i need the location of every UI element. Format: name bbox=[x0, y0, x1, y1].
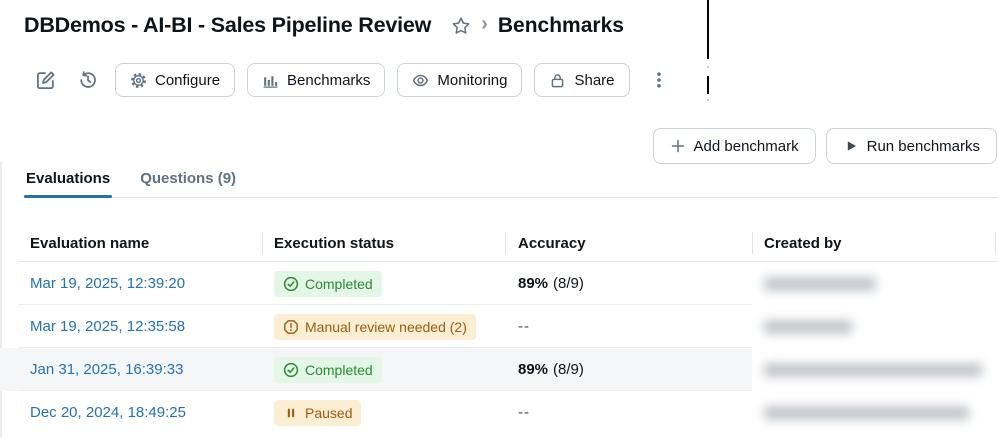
share-button[interactable]: Share bbox=[534, 63, 630, 97]
check-circle-icon bbox=[283, 362, 299, 377]
panel-left-edge bbox=[0, 162, 2, 438]
column-header-accuracy: Accuracy bbox=[505, 224, 752, 262]
status-label: Paused bbox=[305, 404, 353, 421]
accuracy-value: 89% (8/9) bbox=[518, 275, 584, 292]
crop-artifact-line bbox=[707, 0, 709, 59]
tab-questions[interactable]: Questions (9) bbox=[140, 170, 237, 187]
tab-evaluations[interactable]: Evaluations bbox=[24, 170, 113, 198]
configure-label: Configure bbox=[155, 71, 221, 89]
status-badge: Completed bbox=[274, 270, 382, 297]
add-benchmark-button[interactable]: Add benchmark bbox=[652, 128, 816, 164]
evaluation-link[interactable]: Jan 31, 2025, 16:39:33 bbox=[30, 361, 184, 378]
toolbar: Configure Benchmarks Monitoring bbox=[36, 63, 668, 97]
crop-artifact-speck bbox=[707, 66, 709, 68]
accuracy-value: 89% (8/9) bbox=[518, 361, 584, 378]
column-header-created-by: Created by bbox=[752, 224, 998, 262]
breadcrumb-current: Benchmarks bbox=[497, 13, 624, 37]
lock-icon bbox=[552, 73, 564, 87]
play-icon bbox=[847, 141, 856, 151]
bar-chart-icon bbox=[263, 75, 278, 88]
breadcrumb-chevron-icon: › bbox=[481, 13, 488, 35]
status-label: Manual review needed (2) bbox=[305, 318, 467, 335]
evaluation-link[interactable]: Dec 20, 2024, 18:49:25 bbox=[30, 404, 186, 421]
created-by-redacted bbox=[764, 319, 852, 334]
alert-octagon-icon bbox=[284, 319, 298, 334]
table-header: Evaluation name Execution status Accurac… bbox=[0, 224, 998, 262]
benchmark-actions: Add benchmark Run benchmarks bbox=[652, 128, 997, 164]
share-label: Share bbox=[574, 71, 615, 89]
created-by-redacted bbox=[764, 362, 982, 377]
page-title: DBDemos - AI-BI - Sales Pipeline Review bbox=[24, 13, 432, 37]
pause-icon bbox=[287, 408, 295, 417]
evaluation-link[interactable]: Mar 19, 2025, 12:35:58 bbox=[30, 318, 186, 335]
table-row[interactable]: Mar 19, 2025, 12:39:20 Completed 89% (8/9… bbox=[0, 262, 998, 305]
column-header-execution-status: Execution status bbox=[262, 224, 505, 262]
gear-icon bbox=[131, 72, 146, 88]
run-benchmarks-label: Run benchmarks bbox=[866, 137, 980, 155]
edit-button[interactable] bbox=[36, 70, 56, 90]
column-header-evaluation-name: Evaluation name bbox=[30, 234, 150, 252]
run-benchmarks-button[interactable]: Run benchmarks bbox=[825, 128, 997, 164]
benchmarks-button[interactable]: Benchmarks bbox=[247, 63, 386, 97]
status-label: Completed bbox=[305, 275, 373, 292]
status-label: Completed bbox=[305, 361, 373, 378]
edit-icon bbox=[37, 71, 55, 89]
benchmarks-label: Benchmarks bbox=[287, 71, 371, 89]
plus-icon bbox=[671, 139, 684, 153]
accuracy-value: -- bbox=[518, 404, 530, 421]
evaluations-table: Evaluation name Execution status Accurac… bbox=[0, 224, 998, 434]
table-row[interactable]: Mar 19, 2025, 12:35:58 Manual review nee… bbox=[0, 305, 998, 348]
created-by-redacted bbox=[764, 276, 876, 291]
configure-button[interactable]: Configure bbox=[115, 63, 236, 97]
accuracy-value: -- bbox=[518, 318, 530, 335]
add-benchmark-label: Add benchmark bbox=[693, 137, 799, 155]
history-button[interactable] bbox=[78, 70, 98, 90]
tab-bar: Evaluations Questions (9) bbox=[24, 170, 998, 198]
overflow-menu-button[interactable] bbox=[650, 71, 668, 89]
crop-artifact-line bbox=[707, 76, 709, 94]
check-circle-icon bbox=[283, 276, 299, 291]
crop-artifact-speck bbox=[707, 99, 709, 101]
history-icon bbox=[80, 71, 96, 88]
table-row[interactable]: Dec 20, 2024, 18:49:25 Paused -- bbox=[0, 391, 998, 434]
page-header: DBDemos - AI-BI - Sales Pipeline Review … bbox=[24, 13, 624, 38]
eye-icon bbox=[413, 74, 429, 86]
evaluation-link[interactable]: Mar 19, 2025, 12:39:20 bbox=[30, 275, 186, 292]
table-row[interactable]: Jan 31, 2025, 16:39:33 Completed 89% (8/9… bbox=[0, 348, 998, 391]
favorite-star-icon[interactable] bbox=[451, 16, 471, 36]
created-by-redacted bbox=[764, 405, 969, 420]
kebab-icon bbox=[656, 72, 661, 88]
status-badge: Completed bbox=[274, 356, 382, 383]
monitoring-button[interactable]: Monitoring bbox=[397, 63, 523, 97]
monitoring-label: Monitoring bbox=[437, 71, 508, 89]
status-badge: Paused bbox=[274, 399, 362, 426]
status-badge: Manual review needed (2) bbox=[274, 313, 476, 340]
